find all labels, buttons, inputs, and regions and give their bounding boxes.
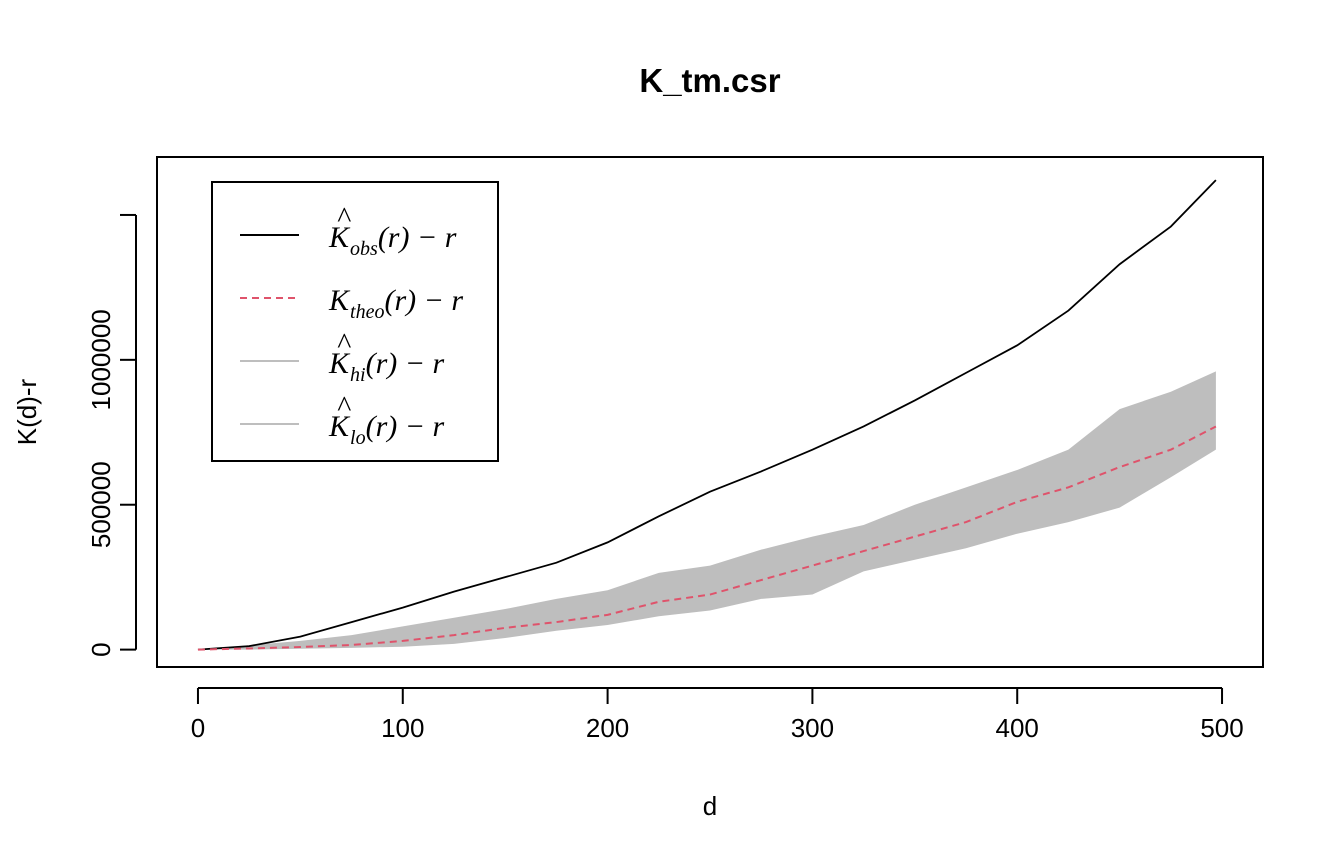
y-tick-label: 0 — [86, 642, 116, 656]
x-tick-label: 500 — [1200, 713, 1243, 743]
legend-box — [211, 181, 499, 462]
x-tick-label: 0 — [191, 713, 205, 743]
x-axis: 0 100 200 300 400 500 — [191, 687, 1244, 743]
x-tick-label: 100 — [381, 713, 424, 743]
y-axis-label: K(d)-r — [12, 378, 42, 445]
envelope-band — [197, 371, 1216, 650]
legend-hat: ^ — [337, 327, 352, 360]
series-lines — [197, 179, 1217, 651]
legend-label-1: Kobs(r) − r — [328, 221, 457, 260]
y-tick-label: 1000000 — [86, 309, 116, 410]
envelope-band-area — [197, 371, 1216, 650]
legend-label-4: Klo(r) − r — [328, 410, 444, 449]
series-line-theoretical — [197, 425, 1217, 651]
legend-hat: ^ — [337, 390, 352, 423]
y-axis: 0 500000 1000000 — [86, 213, 137, 657]
series-line-observed — [197, 179, 1217, 651]
legend-label-3: Khi(r) − r — [328, 347, 444, 386]
x-tick-label: 300 — [791, 713, 834, 743]
x-axis-label: d — [703, 791, 717, 821]
y-tick-label: 500000 — [86, 461, 116, 548]
legend-hat: ^ — [337, 201, 352, 234]
plot-frame — [156, 156, 1264, 668]
chart-title: K_tm.csr — [639, 62, 780, 99]
legend-label-2: Ktheo(r) − r — [328, 284, 463, 323]
x-tick-label: 400 — [996, 713, 1039, 743]
x-tick-label: 200 — [586, 713, 629, 743]
